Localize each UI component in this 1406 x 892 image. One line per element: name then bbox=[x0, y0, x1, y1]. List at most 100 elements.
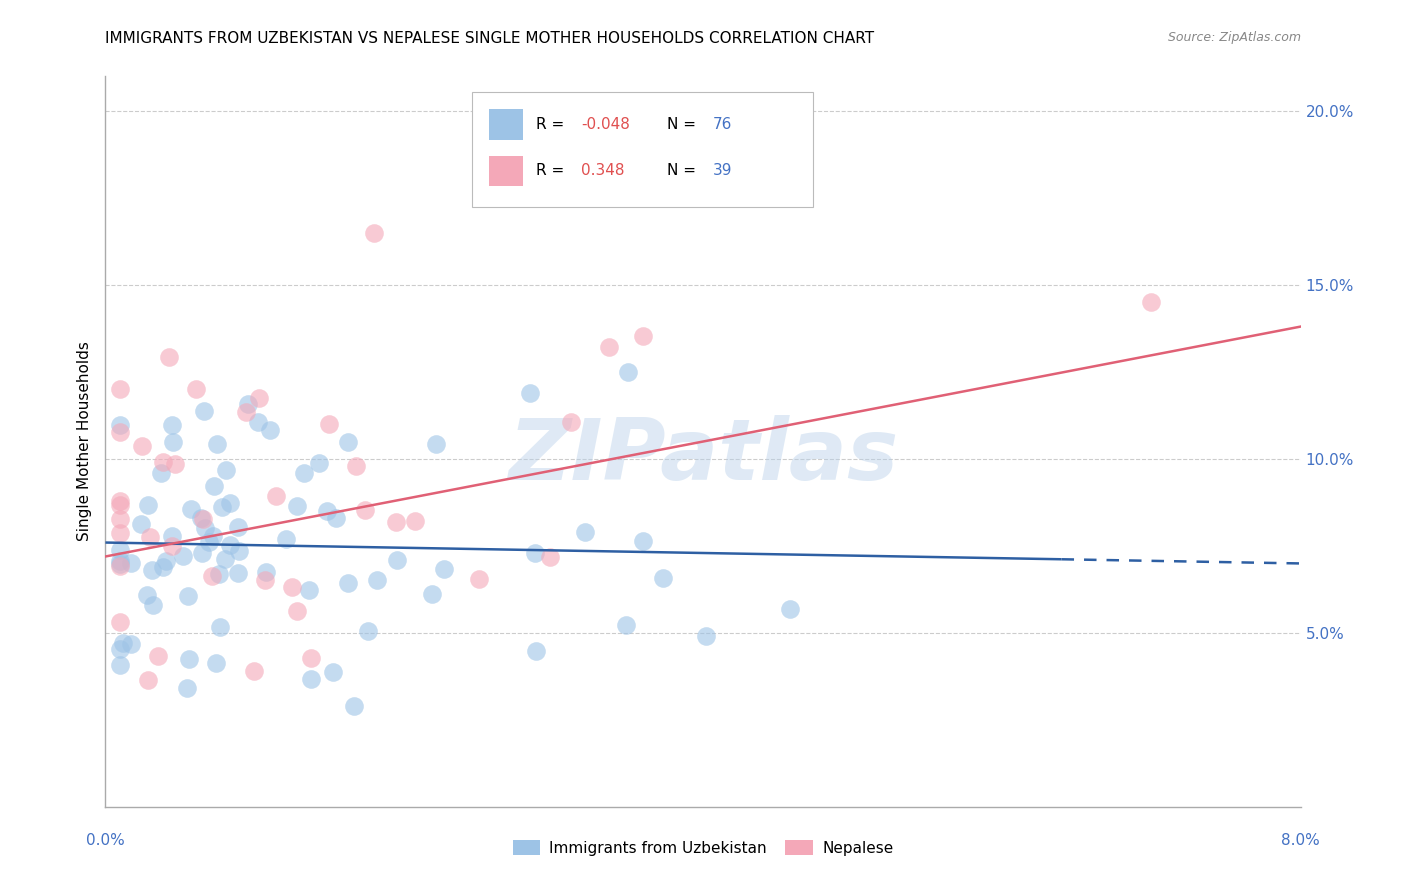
Point bbox=[150, 466, 173, 480]
Point bbox=[138, 498, 160, 512]
Point bbox=[387, 552, 409, 566]
Point bbox=[344, 458, 367, 473]
Point bbox=[193, 404, 215, 418]
Point bbox=[180, 501, 202, 516]
Point bbox=[215, 463, 238, 477]
Point bbox=[202, 529, 225, 543]
Text: 8.0%: 8.0% bbox=[1281, 833, 1320, 847]
Point bbox=[228, 544, 250, 558]
Point bbox=[316, 504, 339, 518]
Text: R =: R = bbox=[536, 163, 574, 178]
Point bbox=[308, 456, 330, 470]
Point bbox=[204, 657, 226, 671]
Point bbox=[152, 455, 174, 469]
Text: 39: 39 bbox=[713, 163, 733, 178]
Point bbox=[614, 617, 637, 632]
Point bbox=[226, 520, 249, 534]
Point bbox=[425, 437, 447, 451]
Text: -0.048: -0.048 bbox=[581, 118, 630, 132]
Legend: Immigrants from Uzbekistan, Nepalese: Immigrants from Uzbekistan, Nepalese bbox=[506, 834, 900, 862]
Point bbox=[155, 553, 177, 567]
Point bbox=[190, 510, 212, 524]
Point bbox=[176, 681, 198, 695]
Point bbox=[247, 391, 270, 405]
Point bbox=[337, 435, 360, 450]
Point bbox=[226, 566, 249, 580]
Point bbox=[325, 511, 347, 525]
Point bbox=[129, 517, 152, 532]
Point bbox=[354, 503, 377, 517]
Point bbox=[110, 418, 132, 433]
Point bbox=[357, 624, 380, 638]
Point bbox=[259, 424, 281, 438]
Point bbox=[211, 500, 233, 515]
Point bbox=[617, 365, 640, 379]
Point bbox=[254, 573, 277, 587]
Point bbox=[110, 525, 132, 540]
Point bbox=[298, 582, 321, 597]
Point bbox=[152, 559, 174, 574]
Point bbox=[299, 672, 322, 686]
Point bbox=[191, 512, 214, 526]
Point bbox=[110, 542, 132, 557]
Point bbox=[280, 580, 302, 594]
Point bbox=[336, 576, 359, 591]
Point bbox=[110, 554, 132, 568]
Point bbox=[363, 226, 385, 240]
Point bbox=[246, 415, 269, 429]
FancyBboxPatch shape bbox=[472, 92, 813, 208]
Point bbox=[111, 636, 134, 650]
Point bbox=[190, 546, 212, 560]
Point bbox=[538, 549, 561, 564]
Point bbox=[110, 512, 132, 526]
Point bbox=[574, 524, 596, 539]
FancyBboxPatch shape bbox=[489, 110, 523, 140]
Point bbox=[299, 650, 322, 665]
Point bbox=[420, 587, 443, 601]
Point bbox=[184, 382, 207, 396]
Point bbox=[292, 466, 315, 480]
Point bbox=[110, 493, 132, 508]
Point bbox=[162, 434, 184, 449]
Point bbox=[138, 530, 160, 544]
Point bbox=[287, 500, 309, 514]
Point bbox=[695, 629, 717, 643]
Point bbox=[201, 568, 224, 582]
Point bbox=[524, 546, 547, 560]
Point bbox=[631, 534, 654, 549]
Point bbox=[110, 658, 132, 673]
Point bbox=[236, 397, 259, 411]
Point bbox=[524, 644, 547, 658]
Point bbox=[141, 563, 163, 577]
Point bbox=[433, 562, 456, 576]
Point bbox=[165, 457, 187, 471]
Point bbox=[160, 418, 183, 433]
Point bbox=[631, 329, 654, 343]
FancyBboxPatch shape bbox=[489, 155, 523, 186]
Point bbox=[1140, 295, 1163, 310]
Text: Source: ZipAtlas.com: Source: ZipAtlas.com bbox=[1167, 31, 1301, 45]
Text: 0.0%: 0.0% bbox=[86, 833, 125, 847]
Point bbox=[207, 566, 229, 581]
Point bbox=[136, 673, 159, 687]
Point bbox=[177, 652, 200, 666]
Point bbox=[173, 549, 195, 564]
Text: 76: 76 bbox=[713, 118, 733, 132]
Point bbox=[110, 642, 132, 657]
Point bbox=[110, 425, 132, 439]
Point bbox=[235, 405, 257, 419]
Point bbox=[285, 604, 308, 618]
Text: IMMIGRANTS FROM UZBEKISTAN VS NEPALESE SINGLE MOTHER HOUSEHOLDS CORRELATION CHAR: IMMIGRANTS FROM UZBEKISTAN VS NEPALESE S… bbox=[105, 31, 875, 46]
Point bbox=[343, 699, 366, 714]
Point bbox=[219, 538, 242, 552]
Point bbox=[385, 515, 408, 529]
Point bbox=[322, 665, 344, 680]
Point bbox=[779, 602, 801, 616]
Point bbox=[318, 417, 340, 431]
Point bbox=[198, 535, 221, 549]
Point bbox=[243, 664, 266, 678]
Point bbox=[135, 588, 157, 602]
Point bbox=[148, 649, 170, 664]
Text: ZIPatlas: ZIPatlas bbox=[508, 415, 898, 498]
Text: 0.348: 0.348 bbox=[581, 163, 624, 178]
